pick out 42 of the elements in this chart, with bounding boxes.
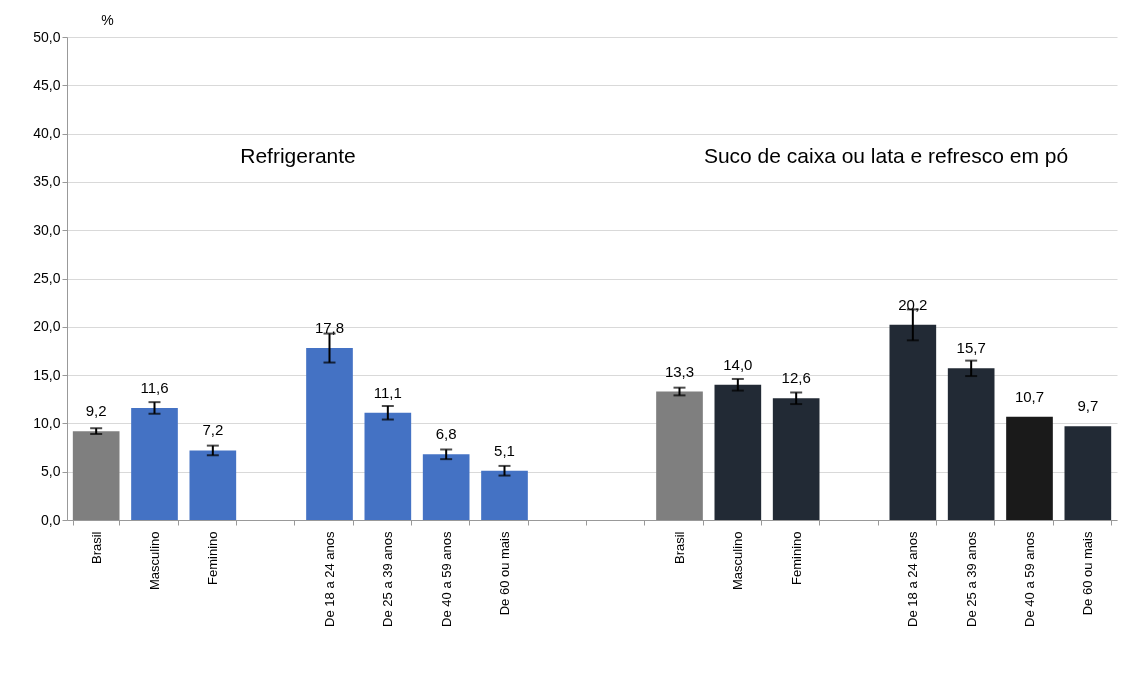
x-tick-label: De 25 a 39 anos: [963, 531, 979, 627]
y-axis-title: %: [101, 11, 114, 28]
x-tick-label: Feminino: [205, 531, 221, 585]
data-label: 15,7: [956, 339, 986, 357]
data-label: 20,2: [898, 295, 928, 313]
x-tick-label: De 40 a 59 anos: [438, 531, 454, 627]
x-tick-label: De 60 ou mais: [497, 531, 512, 616]
x-tick-label: De 18 a 24 anos: [905, 531, 921, 627]
y-tick-label: 5,0: [41, 463, 61, 480]
annotation: Suco de caixa ou lata e refresco em pó: [703, 144, 1069, 167]
x-tick-label: Brasil: [672, 531, 687, 565]
x-tick-label: De 25 a 39 anos: [380, 531, 396, 627]
y-tick-label: 50,0: [33, 28, 61, 45]
data-label: 13,3: [664, 362, 695, 380]
data-label: 14,0: [723, 355, 753, 373]
y-tick-label: 45,0: [33, 76, 61, 93]
y-tick-label: 15,0: [33, 366, 61, 383]
data-label: 12,6: [781, 369, 811, 387]
y-tick-label: 20,0: [33, 318, 61, 335]
x-tick-label: Feminino: [788, 531, 804, 585]
y-tick-label: 0,0: [41, 511, 61, 528]
data-label: 17,8: [314, 319, 345, 337]
data-label: 7,2: [202, 421, 224, 439]
x-tick-label: Masculino: [147, 531, 162, 591]
data-label: 10,7: [1014, 387, 1045, 405]
y-tick-label: 25,0: [33, 270, 61, 286]
data-label: 6,8: [435, 425, 457, 443]
x-tick-label: De 60 ou mais: [1080, 531, 1096, 616]
x-tick-label: Masculino: [730, 531, 746, 591]
data-label: 9,7: [1077, 397, 1099, 415]
data-label: 5,1: [494, 441, 515, 459]
data-label: 9,2: [85, 402, 107, 420]
y-tick-label: 35,0: [33, 173, 61, 190]
y-tick-label: 40,0: [33, 125, 61, 142]
data-label: 11,6: [140, 378, 169, 396]
x-tick-label: De 40 a 59 anos: [1022, 531, 1037, 627]
y-tick-label: 30,0: [33, 221, 61, 238]
y-tick-label: 10,0: [33, 414, 61, 431]
x-tick-label: De 18 a 24 anos: [322, 531, 337, 627]
annotation: Refrigerante: [240, 144, 356, 167]
data-label: 11,1: [373, 383, 402, 401]
x-tick-label: Brasil: [88, 531, 104, 565]
